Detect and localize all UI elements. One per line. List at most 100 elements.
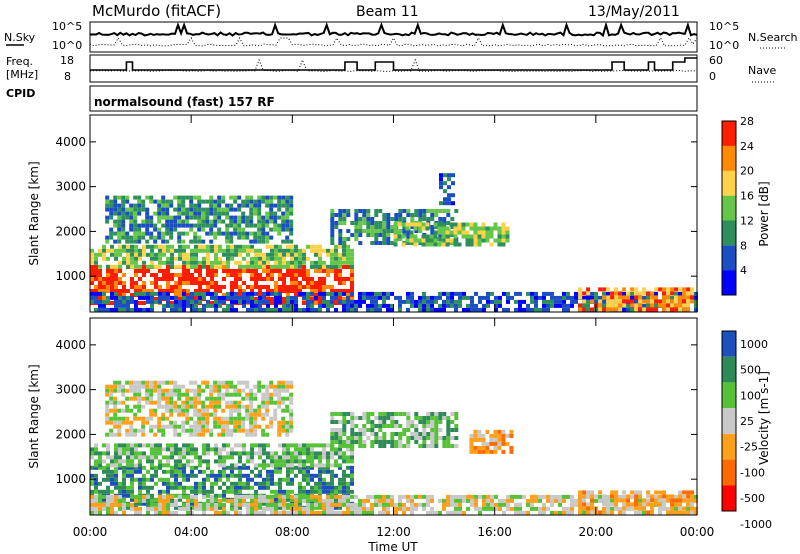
station-title: McMurdo (fitACF) (92, 2, 221, 20)
velocity-cell-1959 (554, 498, 558, 503)
power-cell-363 (294, 281, 298, 285)
velocity-cell-229 (210, 473, 214, 478)
velocity-cell-172 (178, 481, 182, 486)
velocity-cell-536 (110, 459, 114, 464)
power-cell-777 (105, 203, 110, 208)
velocity-cell-961 (169, 388, 174, 393)
velocity-cell-2112 (602, 502, 607, 507)
velocity-cell-879 (133, 404, 138, 409)
power-cell-1893 (482, 307, 486, 312)
power-cell-1147 (273, 203, 278, 208)
power-cell-705 (290, 264, 294, 269)
velocity-cell-1593 (158, 506, 162, 511)
velocity-cell-539 (114, 447, 118, 452)
power-cell-450 (342, 289, 346, 293)
velocity-cell-2087 (578, 494, 583, 499)
velocity-cell-751 (306, 443, 310, 448)
velocity-cell-993 (181, 404, 186, 409)
power-cell-377 (302, 277, 306, 281)
power-cell-1005 (209, 203, 214, 208)
power-cell-1471 (469, 242, 474, 247)
power-cell-9 (94, 269, 98, 273)
velocity-cell-1419 (422, 428, 427, 432)
velocity-cell-379 (286, 489, 290, 494)
velocity-cell-1815 (386, 506, 390, 511)
velocity-cell-901 (141, 428, 146, 433)
velocity-cell-721 (282, 455, 286, 460)
power-cell-835 (129, 223, 134, 228)
velocity-cell-1753 (326, 506, 330, 511)
velocity-cell-1868 (450, 510, 454, 515)
power-cell-1595 (154, 299, 158, 304)
power-cell-504 (126, 248, 130, 253)
velocity-cell-1494 (481, 437, 486, 442)
velocity-cell-817 (109, 384, 114, 389)
velocity-cell-1334 (366, 428, 371, 432)
velocity-cell-845 (117, 420, 122, 425)
power-cell-19 (98, 281, 102, 285)
velocity-cell-1121 (229, 412, 234, 417)
power-cell-578 (186, 260, 190, 265)
velocity-cell-177 (182, 465, 186, 470)
power-cell-2087 (578, 291, 583, 296)
velocity-cell-2166 (662, 498, 667, 503)
velocity-cell-1101 (221, 424, 226, 429)
power-cell-810 (117, 239, 122, 244)
velocity-cell-2165 (662, 494, 667, 499)
velocity-cell-1084 (217, 384, 222, 389)
power-cell-600 (206, 248, 210, 253)
velocity-cell-1426 (426, 420, 431, 424)
power-cell-1943 (546, 299, 550, 304)
power-cell-1347 (430, 217, 435, 221)
velocity-cell-1186 (253, 432, 258, 437)
power-cell-1379 (450, 217, 455, 221)
power-cell-902 (161, 211, 166, 216)
velocity-cell-1810 (382, 506, 386, 511)
velocity-cell-1188 (257, 384, 262, 389)
power-cell-1538 (94, 295, 98, 300)
power-cell-383 (306, 277, 310, 281)
power-cell-1034 (221, 211, 226, 216)
velocity-cell-1561 (118, 498, 122, 503)
velocity-cell-2178 (674, 502, 679, 507)
velocity-cell-1357 (382, 416, 387, 420)
velocity-cell-1163 (245, 428, 250, 433)
power-cell-108 (150, 273, 154, 277)
power-cell-1977 (582, 303, 586, 308)
velocity-cell-328 (258, 505, 262, 510)
power-cell-176 (186, 289, 190, 293)
power-cell-1165 (281, 215, 286, 220)
velocity-cell-424 (310, 473, 314, 478)
velocity-cell-427 (310, 489, 314, 494)
power-cell-230 (218, 285, 222, 289)
power-cell-519 (134, 260, 138, 265)
power-cell-1958 (562, 299, 566, 304)
power-cell-1335 (422, 217, 427, 221)
power-cell-861 (141, 203, 146, 208)
velocity-cell-675 (238, 455, 242, 460)
power-cell-438 (334, 301, 338, 305)
power-cell-1632 (194, 303, 198, 308)
velocity-cell-1216 (269, 396, 274, 401)
power-cell-1016 (213, 211, 218, 216)
velocity-cell-288 (238, 489, 242, 494)
power-cell-1918 (518, 299, 522, 304)
power-cell-1242 (362, 229, 367, 233)
power-cell-3 (90, 277, 94, 281)
power-cell-841 (133, 207, 138, 212)
power-cell-421 (326, 269, 330, 273)
power-cell-1249 (366, 233, 371, 237)
velocity-cell-1442 (434, 420, 439, 424)
velocity-cell-1540 (98, 502, 102, 507)
power-cell-1103 (253, 231, 258, 236)
power-cell-1647 (210, 303, 214, 308)
velocity-cell-1376 (394, 412, 399, 416)
power-cell-98 (142, 281, 146, 285)
power-cell-1202 (334, 225, 339, 229)
power-cell-263 (238, 289, 242, 293)
power-cell-642 (242, 248, 246, 253)
power-cell-1088 (249, 195, 254, 200)
power-cell-553 (166, 248, 170, 253)
power-cell-1796 (374, 295, 378, 300)
velocity-cell-1173 (249, 420, 254, 425)
